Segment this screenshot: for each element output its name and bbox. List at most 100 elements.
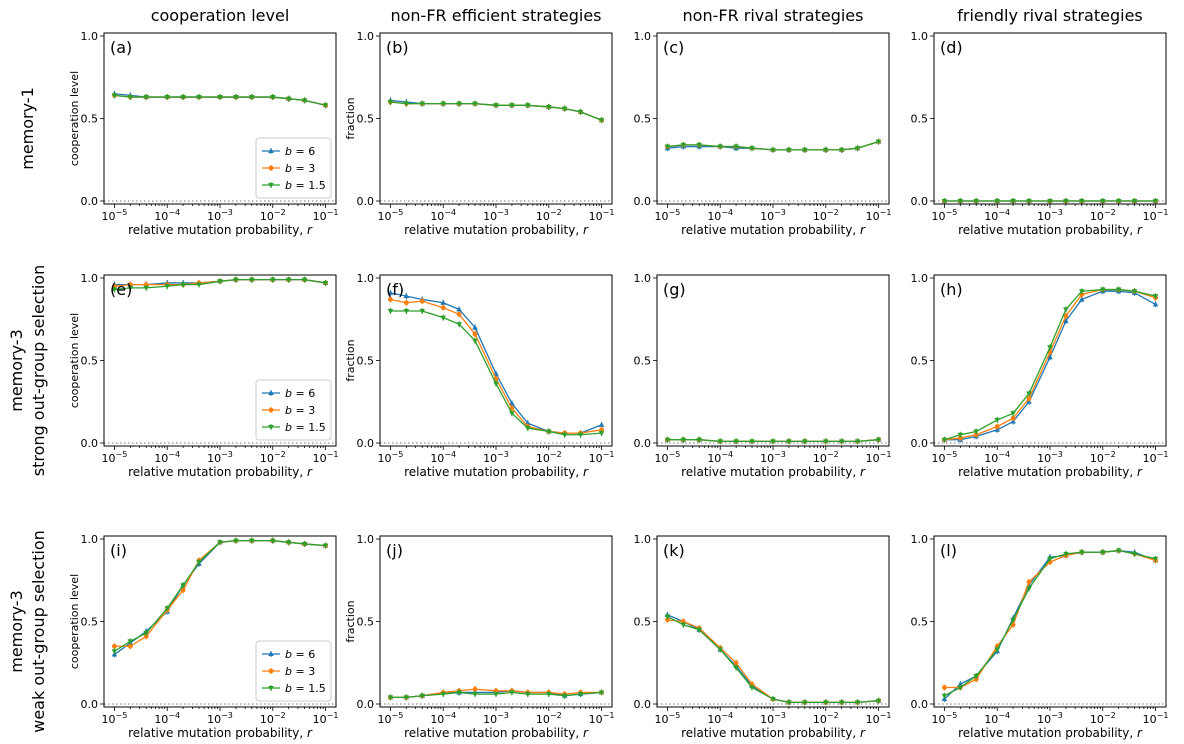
- data-point: [957, 435, 963, 441]
- x-axis-label: relative mutation probability, r: [404, 726, 589, 740]
- panel-j: 10−5 10−4 10−3 10−2 10−1 0.0 0.5 1.0 relative mu…: [344, 533, 614, 740]
- x-tick-label: 10−1: [589, 208, 615, 223]
- x-tick-label: 10−1: [1143, 208, 1169, 223]
- x-tick-label: 10−1: [1143, 711, 1169, 726]
- data-point: [994, 424, 1000, 429]
- data-point: [180, 583, 186, 589]
- panel-i: 10−5 10−4 10−3 10−2 10−1 0.0 0.5 1.0 relative mu…: [68, 533, 338, 740]
- data-point: [456, 322, 462, 328]
- x-tick-label: 10−2: [1090, 208, 1116, 223]
- data-point: [403, 293, 410, 299]
- legend-box: [255, 137, 332, 199]
- data-point: [696, 627, 703, 633]
- y-tick-label: 0.5: [81, 616, 99, 629]
- data-point: [1152, 294, 1159, 300]
- data-point: [419, 101, 426, 107]
- x-tick-label: 10−3: [207, 450, 233, 465]
- column-title: non-FR efficient strategies: [390, 6, 601, 25]
- data-point: [733, 439, 739, 445]
- x-tick-label: 10−5: [378, 208, 404, 223]
- data-point: [456, 311, 462, 317]
- data-point: [493, 381, 499, 387]
- y-tick-label: 1.0: [357, 533, 375, 546]
- data-point: [875, 139, 882, 145]
- panel-l: 10−5 10−4 10−3 10−2 10−1 0.0 0.5 1.0 relative mu…: [911, 533, 1169, 740]
- data-point: [680, 622, 687, 628]
- panel-label: (i): [110, 541, 127, 560]
- data-point: [112, 283, 117, 289]
- panel-c: 10−5 10−4 10−3 10−2 10−1 0.0 0.5 1.0 relative mu…: [634, 30, 892, 237]
- column-title: friendly rival strategies: [957, 6, 1143, 25]
- data-point: [577, 692, 584, 698]
- y-tick-label: 1.0: [911, 272, 929, 285]
- data-point: [599, 427, 604, 433]
- data-point: [598, 690, 605, 696]
- y-axis-label: fraction: [344, 600, 357, 642]
- y-axis-label: cooperation level: [68, 71, 81, 166]
- panel-k: 10−5 10−4 10−3 10−2 10−1 0.0 0.5 1.0 relative mu…: [634, 533, 892, 740]
- data-point: [322, 103, 329, 109]
- x-tick-label: 10−4: [154, 208, 180, 223]
- column-title: cooperation level: [151, 6, 290, 25]
- data-point: [456, 101, 462, 107]
- data-point: [233, 538, 239, 544]
- y-tick-label: 1.0: [634, 30, 652, 43]
- data-point: [387, 309, 394, 314]
- data-point: [387, 289, 394, 295]
- data-point: [941, 437, 948, 443]
- data-point: [1115, 199, 1122, 204]
- data-point: [143, 633, 149, 639]
- data-point: [524, 692, 531, 698]
- y-tick-label: 0.0: [357, 437, 375, 450]
- data-point: [875, 698, 882, 704]
- data-point: [180, 282, 186, 288]
- x-axis-label: relative mutation probability, r: [681, 223, 866, 237]
- data-point: [838, 700, 845, 706]
- data-point: [440, 692, 447, 698]
- data-point: [1026, 391, 1032, 397]
- data-point: [472, 338, 478, 344]
- data-point: [957, 681, 964, 687]
- data-point: [440, 305, 446, 311]
- data-point: [733, 660, 739, 666]
- data-point: [717, 144, 724, 150]
- data-point: [248, 95, 255, 101]
- y-tick-label: 1.0: [81, 272, 99, 285]
- data-point: [696, 437, 703, 443]
- y-tick-label: 0.5: [357, 355, 375, 368]
- y-tick-label: 0.0: [81, 195, 99, 208]
- x-tick-label: 10−2: [813, 711, 839, 726]
- x-tick-label: 10−3: [760, 711, 786, 726]
- data-point: [598, 421, 605, 427]
- data-point: [545, 104, 552, 110]
- x-tick-label: 10−2: [536, 711, 562, 726]
- panel-label: (d): [940, 38, 963, 57]
- data-point: [472, 686, 478, 692]
- data-point: [403, 300, 409, 306]
- data-point: [456, 306, 462, 312]
- data-point: [269, 538, 276, 544]
- panel-e: 10−5 10−4 10−3 10−2 10−1 0.0 0.5 1.0 relative mu…: [68, 272, 338, 479]
- legend: b = 6 b = 3 b = 1.5: [255, 640, 332, 702]
- legend-entry: b = 3: [285, 665, 315, 678]
- y-tick-label: 0.5: [81, 113, 99, 126]
- x-tick-label: 10−3: [483, 450, 509, 465]
- data-point: [285, 96, 292, 102]
- x-tick-label: 10−2: [260, 711, 286, 726]
- y-tick-label: 0.5: [357, 113, 375, 126]
- row-title: weak out-group selection: [29, 530, 48, 733]
- data-point: [524, 426, 531, 432]
- data-point: [749, 439, 755, 445]
- data-point: [301, 98, 308, 104]
- data-point: [770, 697, 776, 703]
- legend-entry: b = 1.5: [285, 421, 326, 434]
- data-point: [269, 95, 276, 101]
- data-point: [973, 429, 980, 435]
- axes-frame: [379, 32, 613, 205]
- legend-entry: b = 1.5: [285, 682, 326, 695]
- x-tick-label: 10−4: [707, 208, 733, 223]
- data-point: [664, 144, 671, 150]
- axes-frame: [933, 274, 1167, 447]
- data-point: [854, 146, 861, 152]
- data-point: [664, 614, 671, 620]
